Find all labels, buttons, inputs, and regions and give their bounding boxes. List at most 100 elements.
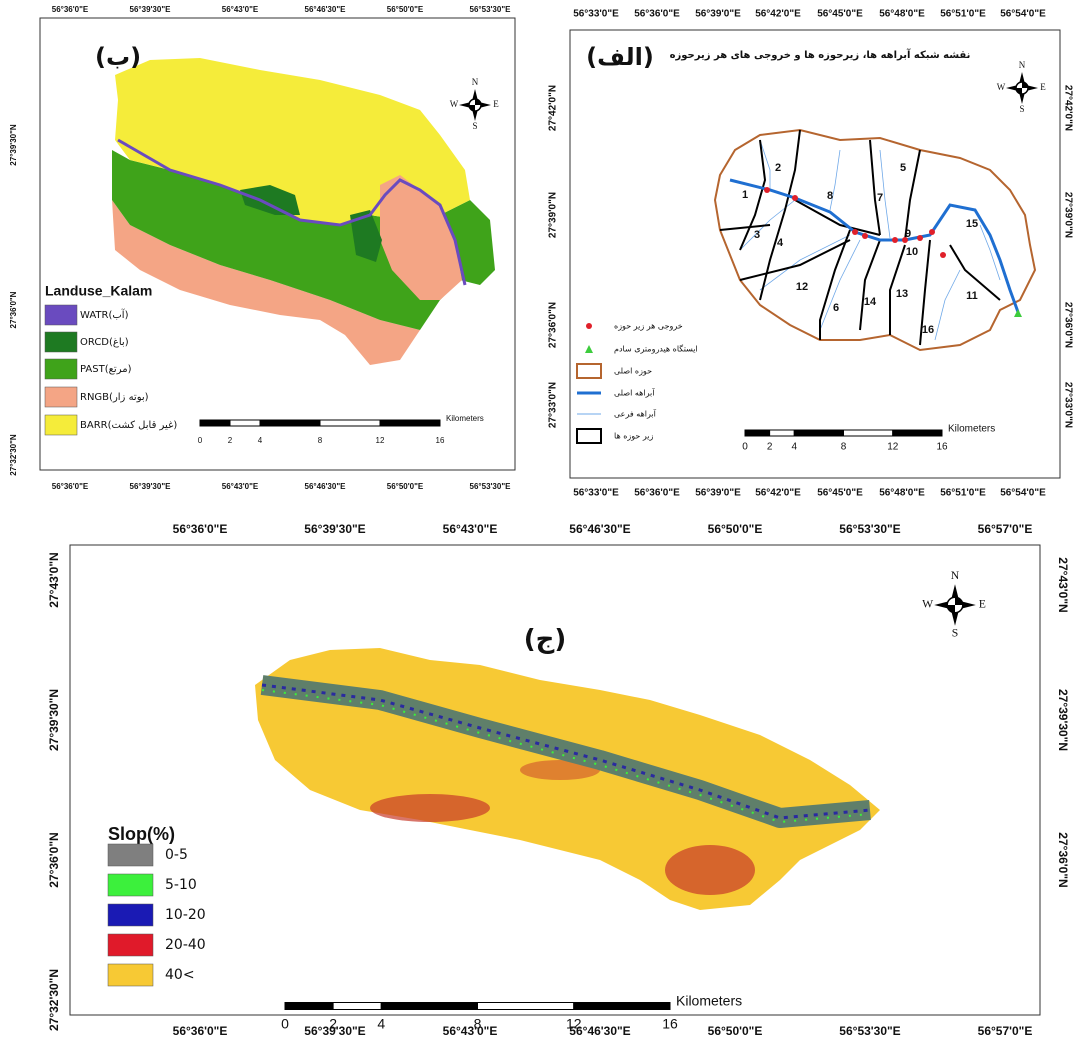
orchard xyxy=(240,185,300,215)
north-arrow xyxy=(1016,82,1028,94)
longitude-label: 56°45'0"E xyxy=(817,488,863,499)
scale-bar-segment xyxy=(892,429,943,437)
longitude-label: 56°46'30"E xyxy=(569,522,630,536)
legend-label: PAST(مرتع) xyxy=(80,364,132,375)
outlets xyxy=(764,187,946,258)
subbasin-number: 13 xyxy=(896,288,908,300)
legend-swatch xyxy=(107,843,154,867)
longitude-label: 56°50'0"E xyxy=(708,522,763,536)
scale-bar-unit: Kilometers xyxy=(446,414,484,423)
scale-bar-segment xyxy=(744,429,771,437)
longitude-label: 56°36'0"E xyxy=(634,488,680,499)
panel-label: (الف) xyxy=(586,43,654,71)
longitude-label: 56°42'0"E xyxy=(755,9,801,20)
latitude-label: 27°42'0"N xyxy=(1062,85,1073,131)
longitude-label: 56°39'0"E xyxy=(695,9,741,20)
subbasin-boundaries xyxy=(719,129,1001,346)
subbasin-number: 14 xyxy=(864,296,877,308)
compass-letter: N xyxy=(1019,60,1026,70)
scale-bar-label: 2 xyxy=(228,436,233,445)
legend-label: خروجی هر زیر حوزه xyxy=(614,322,683,331)
legend-label: آبراهه اصلی xyxy=(614,388,655,398)
scale-bar-label: 12 xyxy=(566,1016,582,1032)
scale-bar-segment xyxy=(229,419,261,427)
longitude-label: 56°33'0"E xyxy=(573,488,619,499)
scale-bar-label: 0 xyxy=(281,1016,289,1032)
legend-swatch xyxy=(44,414,78,436)
scale-bar-label: 12 xyxy=(887,442,899,453)
subbasin-number: 16 xyxy=(922,324,934,336)
scale-bar-segment xyxy=(793,429,844,437)
subbasin-number: 3 xyxy=(754,229,760,241)
subbasin-number: 11 xyxy=(966,290,978,302)
compass-letter: N xyxy=(472,77,479,87)
compass-letter: E xyxy=(979,598,986,611)
legend-swatch xyxy=(107,933,154,957)
longitude-label: 56°48'0"E xyxy=(879,488,925,499)
legend-swatch xyxy=(107,963,154,987)
longitude-label: 56°46'30"E xyxy=(305,482,347,491)
scale-bar-label: 12 xyxy=(376,436,385,445)
latitude-label: 27°36'0"N xyxy=(1062,302,1073,348)
legend-label: 20-40 xyxy=(165,937,206,953)
subbasin-number: 5 xyxy=(900,162,906,174)
subbasin-number: 1 xyxy=(742,189,748,201)
legend-label: RNGB(بوته زار) xyxy=(80,392,149,403)
subbasin-number: 8 xyxy=(827,190,833,202)
latitude-label: 27°39'30"N xyxy=(9,124,18,166)
scale-bar-segment xyxy=(259,419,321,427)
subbasin-number: 6 xyxy=(833,302,839,314)
legend-swatch xyxy=(107,903,154,927)
slope-class xyxy=(260,675,871,828)
latitude-label: 27°36'0"N xyxy=(548,302,559,348)
latitude-label: 27°36'0"N xyxy=(47,832,61,887)
pasture xyxy=(112,150,495,330)
minor-streams xyxy=(739,139,1001,341)
longitude-label: 56°39'30"E xyxy=(304,1024,365,1038)
main-basin xyxy=(713,128,1037,352)
longitude-label: 56°53'30"E xyxy=(470,482,512,491)
compass-letter: N xyxy=(951,569,960,582)
legend-label: 10-20 xyxy=(165,907,206,923)
rangeland xyxy=(112,200,420,365)
scale-bar-segment xyxy=(284,1002,334,1010)
longitude-label: 56°53'30"E xyxy=(470,5,512,14)
barren xyxy=(115,58,470,225)
legend-swatch xyxy=(44,386,78,408)
scale-bar-label: 4 xyxy=(377,1016,385,1032)
compass-letter: E xyxy=(1040,82,1046,92)
scale-bar-segment xyxy=(199,419,231,427)
map-title: نقشه شبکه آبراهه ها، زیرحوزه ها و خروجی … xyxy=(670,48,971,61)
longitude-label: 56°39'30"E xyxy=(130,482,172,491)
subbasin-number: 7 xyxy=(877,192,883,204)
legend-swatch xyxy=(576,428,602,444)
north-arrow xyxy=(947,597,963,613)
longitude-label: 56°36'0"E xyxy=(173,1024,228,1038)
latitude-label: 27°43'0"N xyxy=(1056,557,1070,612)
scale-bar-unit: Kilometers xyxy=(676,993,742,1009)
scale-bar-segment xyxy=(573,1002,671,1010)
latitude-label: 27°32'30"N xyxy=(47,969,61,1031)
scale-bar-unit: Kilometers xyxy=(948,424,995,435)
longitude-label: 56°53'30"E xyxy=(839,522,900,536)
scale-bar-segment xyxy=(332,1002,382,1010)
longitude-label: 56°57'0"E xyxy=(978,1024,1033,1038)
scale-bar-segment xyxy=(843,429,894,437)
latitude-label: 27°39'0"N xyxy=(1062,192,1073,238)
latitude-label: 27°33'0"N xyxy=(1062,382,1073,428)
scale-bar-label: 4 xyxy=(791,442,797,453)
legend-label: WATR(آب) xyxy=(80,308,129,321)
compass-letter: W xyxy=(997,82,1006,92)
north-arrow xyxy=(469,99,481,111)
scale-bar-segment xyxy=(379,419,441,427)
longitude-label: 56°36'0"E xyxy=(52,5,89,14)
scale-bar-label: 8 xyxy=(318,436,323,445)
scale-bar-label: 4 xyxy=(258,436,263,445)
longitude-label: 56°39'0"E xyxy=(695,488,741,499)
longitude-label: 56°36'0"E xyxy=(173,522,228,536)
longitude-label: 56°36'0"E xyxy=(52,482,89,491)
subbasin-number: 10 xyxy=(906,246,918,258)
scale-bar-label: 16 xyxy=(936,442,948,453)
subbasin-number: 12 xyxy=(796,281,808,293)
subbasin-map xyxy=(713,128,1037,352)
